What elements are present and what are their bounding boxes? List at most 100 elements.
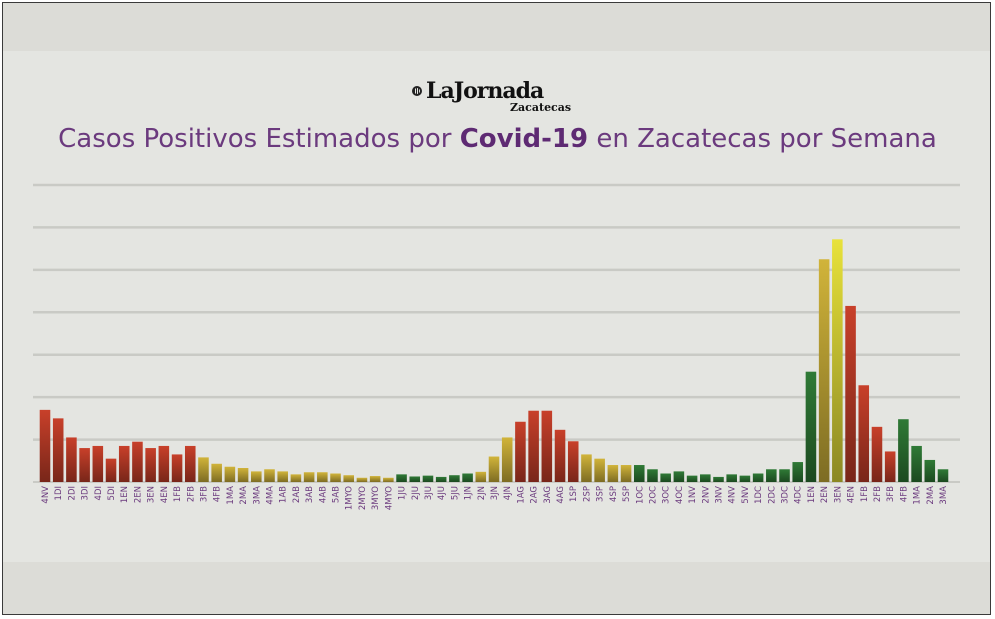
bar-1ag [515,421,526,482]
bar-1jn [462,473,473,482]
bar-5ju [449,475,460,482]
tick-label: 5AB [332,486,342,503]
tick-label: 4FB [899,486,909,502]
tick-label: 1MYO [345,486,355,510]
bar-1ma [911,445,922,482]
top-band [3,3,990,51]
bar-2ma [924,459,936,482]
tick-label: 4JN [503,486,513,500]
logo-subtitle: Zacatecas [510,101,572,114]
tick-label: 1FB [860,486,870,502]
tick-label: 3SP [596,486,606,502]
tick-label: 3EN [147,486,157,503]
bar-2ju [409,476,421,482]
tick-label: 4MA [266,486,276,505]
bar-2en [132,441,143,482]
tick-label: 2EN [133,486,143,503]
bar-4nv [726,474,737,482]
bar-2fb [871,426,883,482]
bar-1sp [567,441,579,482]
bar-1en [805,371,817,482]
bar-4ju [435,476,447,482]
tick-label: 5DI [107,486,117,500]
tick-label: 3MA [939,486,949,505]
tick-label: 3FB [886,486,896,502]
bar-4jn [501,437,513,482]
bar-4en [158,445,170,482]
bar-1fb [171,454,183,482]
tick-label: 4SP [609,486,619,502]
tick-label: 4AG [556,486,566,504]
tick-label: 1MA [226,486,236,505]
tick-label: 1NV [688,486,698,504]
bar-2nv [700,474,711,482]
bar-1ab [277,471,288,482]
tick-label: 1JN [464,486,474,500]
bottom-band [3,562,990,614]
bar-2fb [184,445,196,482]
bar-5di [105,458,117,482]
tick-label: 2MA [239,486,249,505]
tick-label: 2FB [186,486,196,502]
tick-label: 1DI [54,486,64,500]
tick-label: 2DI [67,486,77,500]
bar-3di [79,448,90,482]
tick-label: 1OC [635,486,645,504]
title-prefix: Casos Positivos Estimados por [58,124,460,154]
bar-4oc [673,471,685,482]
tick-label: 4MYO [384,486,394,510]
bar-5sp [620,465,632,482]
tick-label: 2NV [701,486,711,504]
tick-label: 3EN [833,486,843,503]
tick-label: 1MA [913,486,923,505]
tick-label: 4JU [437,486,447,500]
tick-label: 1FB [173,486,183,502]
bar-3en [145,448,156,482]
bar-3sp [594,458,605,482]
bar-4dc [792,462,804,482]
tick-label: 2OC [648,486,658,504]
tick-label: 1DC [754,486,764,504]
bar-4en [845,305,856,482]
bar-4ag [554,429,566,482]
tick-label: 1EN [120,486,130,503]
tick-label: 3FB [199,486,209,502]
bar-2dc [766,469,777,482]
bar-2ab [290,474,302,482]
bar-1ju [396,474,407,482]
bar-4fb [211,463,222,482]
bar-3fb [198,457,209,482]
bar-1oc [633,465,645,482]
bar-1myo [343,475,355,482]
tick-label: 5SP [622,486,632,502]
tick-label: 2AB [292,486,302,503]
logo-name: LaJornada [426,78,544,104]
tick-label: 4NV [728,486,738,504]
tick-label: 4AB [318,486,328,503]
bar-4sp [607,465,619,482]
bar-3jn [488,456,500,482]
tick-label: 2MYO [358,486,368,510]
bar-1en [118,445,130,482]
bar-3oc [660,473,671,482]
chart-title: Casos Positivos Estimados por Covid-19 e… [0,124,995,154]
bar-2ma [237,468,249,482]
tick-label: 2AG [530,486,540,504]
bar-4ab [317,472,328,482]
tick-label: 3AG [543,486,553,504]
bar-2myo [356,477,368,482]
tick-label: 2JU [411,486,421,500]
bar-1fb [858,385,870,482]
logo: LaJornada Zacatecas [412,78,572,118]
bar-2ag [528,410,539,482]
bar-3myo [369,476,381,482]
tick-label: 5JU [450,486,460,500]
bar-3ag [541,410,553,482]
tick-label: 2MA [926,486,936,505]
bar-4fb [898,419,909,482]
tick-label: 3JU [424,486,434,500]
tick-label: 4OC [675,486,685,504]
bar-2oc [647,469,658,482]
bar-5nv [739,475,751,482]
